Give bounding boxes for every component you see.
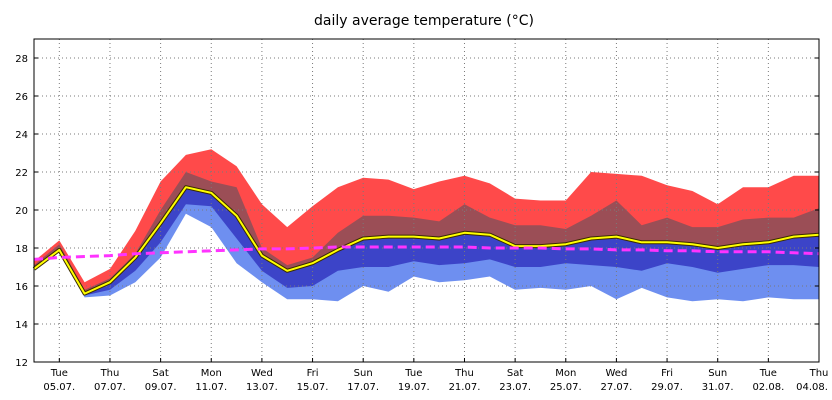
x-tick-date: 04.08. [796,382,828,393]
x-tick-date: 27.07. [601,382,633,393]
x-tick-day: Wed [251,368,273,379]
y-tick-label: 12 [15,358,28,369]
band-upper-inner [34,172,819,294]
x-tick-date: 25.07. [550,382,582,393]
x-tick-day: Mon [201,368,222,379]
x-tick-date: 19.07. [398,382,430,393]
temperature-bands [34,149,819,302]
mean-line [33,186,820,295]
y-tick-label: 14 [15,320,28,331]
y-tick-label: 24 [15,130,28,141]
x-tick-day: Fri [661,368,673,379]
x-tick-day: Tue [50,368,68,379]
chart-title: daily average temperature (°C) [314,13,534,29]
x-tick-date: 31.07. [702,382,734,393]
x-tick-date: 11.07. [195,382,227,393]
x-tick-date: 15.07. [297,382,329,393]
y-tick-label: 16 [15,282,28,293]
x-tick-day: Wed [606,368,628,379]
x-tick-date: 17.07. [347,382,379,393]
x-axis-ticks: Tue 05.07. Thu 07.07. Sat 09.07. Mon 11.07. Wed 1… [43,358,828,393]
y-axis-ticks: 12 14 16 18 20 22 24 26 28 [15,54,819,369]
y-tick-label: 28 [15,54,28,65]
x-tick-date: 02.08. [752,382,784,393]
y-tick-label: 20 [15,206,28,217]
y-tick-label: 18 [15,244,28,255]
x-tick-day: Mon [555,368,576,379]
x-tick-date: 05.07. [43,382,75,393]
plot-frame [33,38,820,363]
climate-average-line [33,245,820,261]
x-tick-day: Thu [809,368,829,379]
x-tick-date: 29.07. [651,382,683,393]
x-tick-day: Tue [759,368,777,379]
y-tick-label: 26 [15,92,28,103]
series-lines [32,185,820,296]
y-tick-label: 22 [15,168,28,179]
x-tick-date: 09.07. [145,382,177,393]
x-tick-day: Fri [307,368,319,379]
x-tick-date: 13.07. [246,382,278,393]
x-tick-day: Tue [404,368,422,379]
x-tick-day: Thu [100,368,120,379]
x-tick-date: 23.07. [499,382,531,393]
band-lower-inner [34,187,819,296]
x-tick-date: 21.07. [449,382,481,393]
x-tick-day: Sun [708,368,727,379]
x-tick-date: 07.07. [94,382,126,393]
x-tick-day: Sat [152,368,168,379]
x-tick-day: Thu [454,368,474,379]
x-tick-day: Sat [507,368,523,379]
x-tick-day: Sun [354,368,373,379]
